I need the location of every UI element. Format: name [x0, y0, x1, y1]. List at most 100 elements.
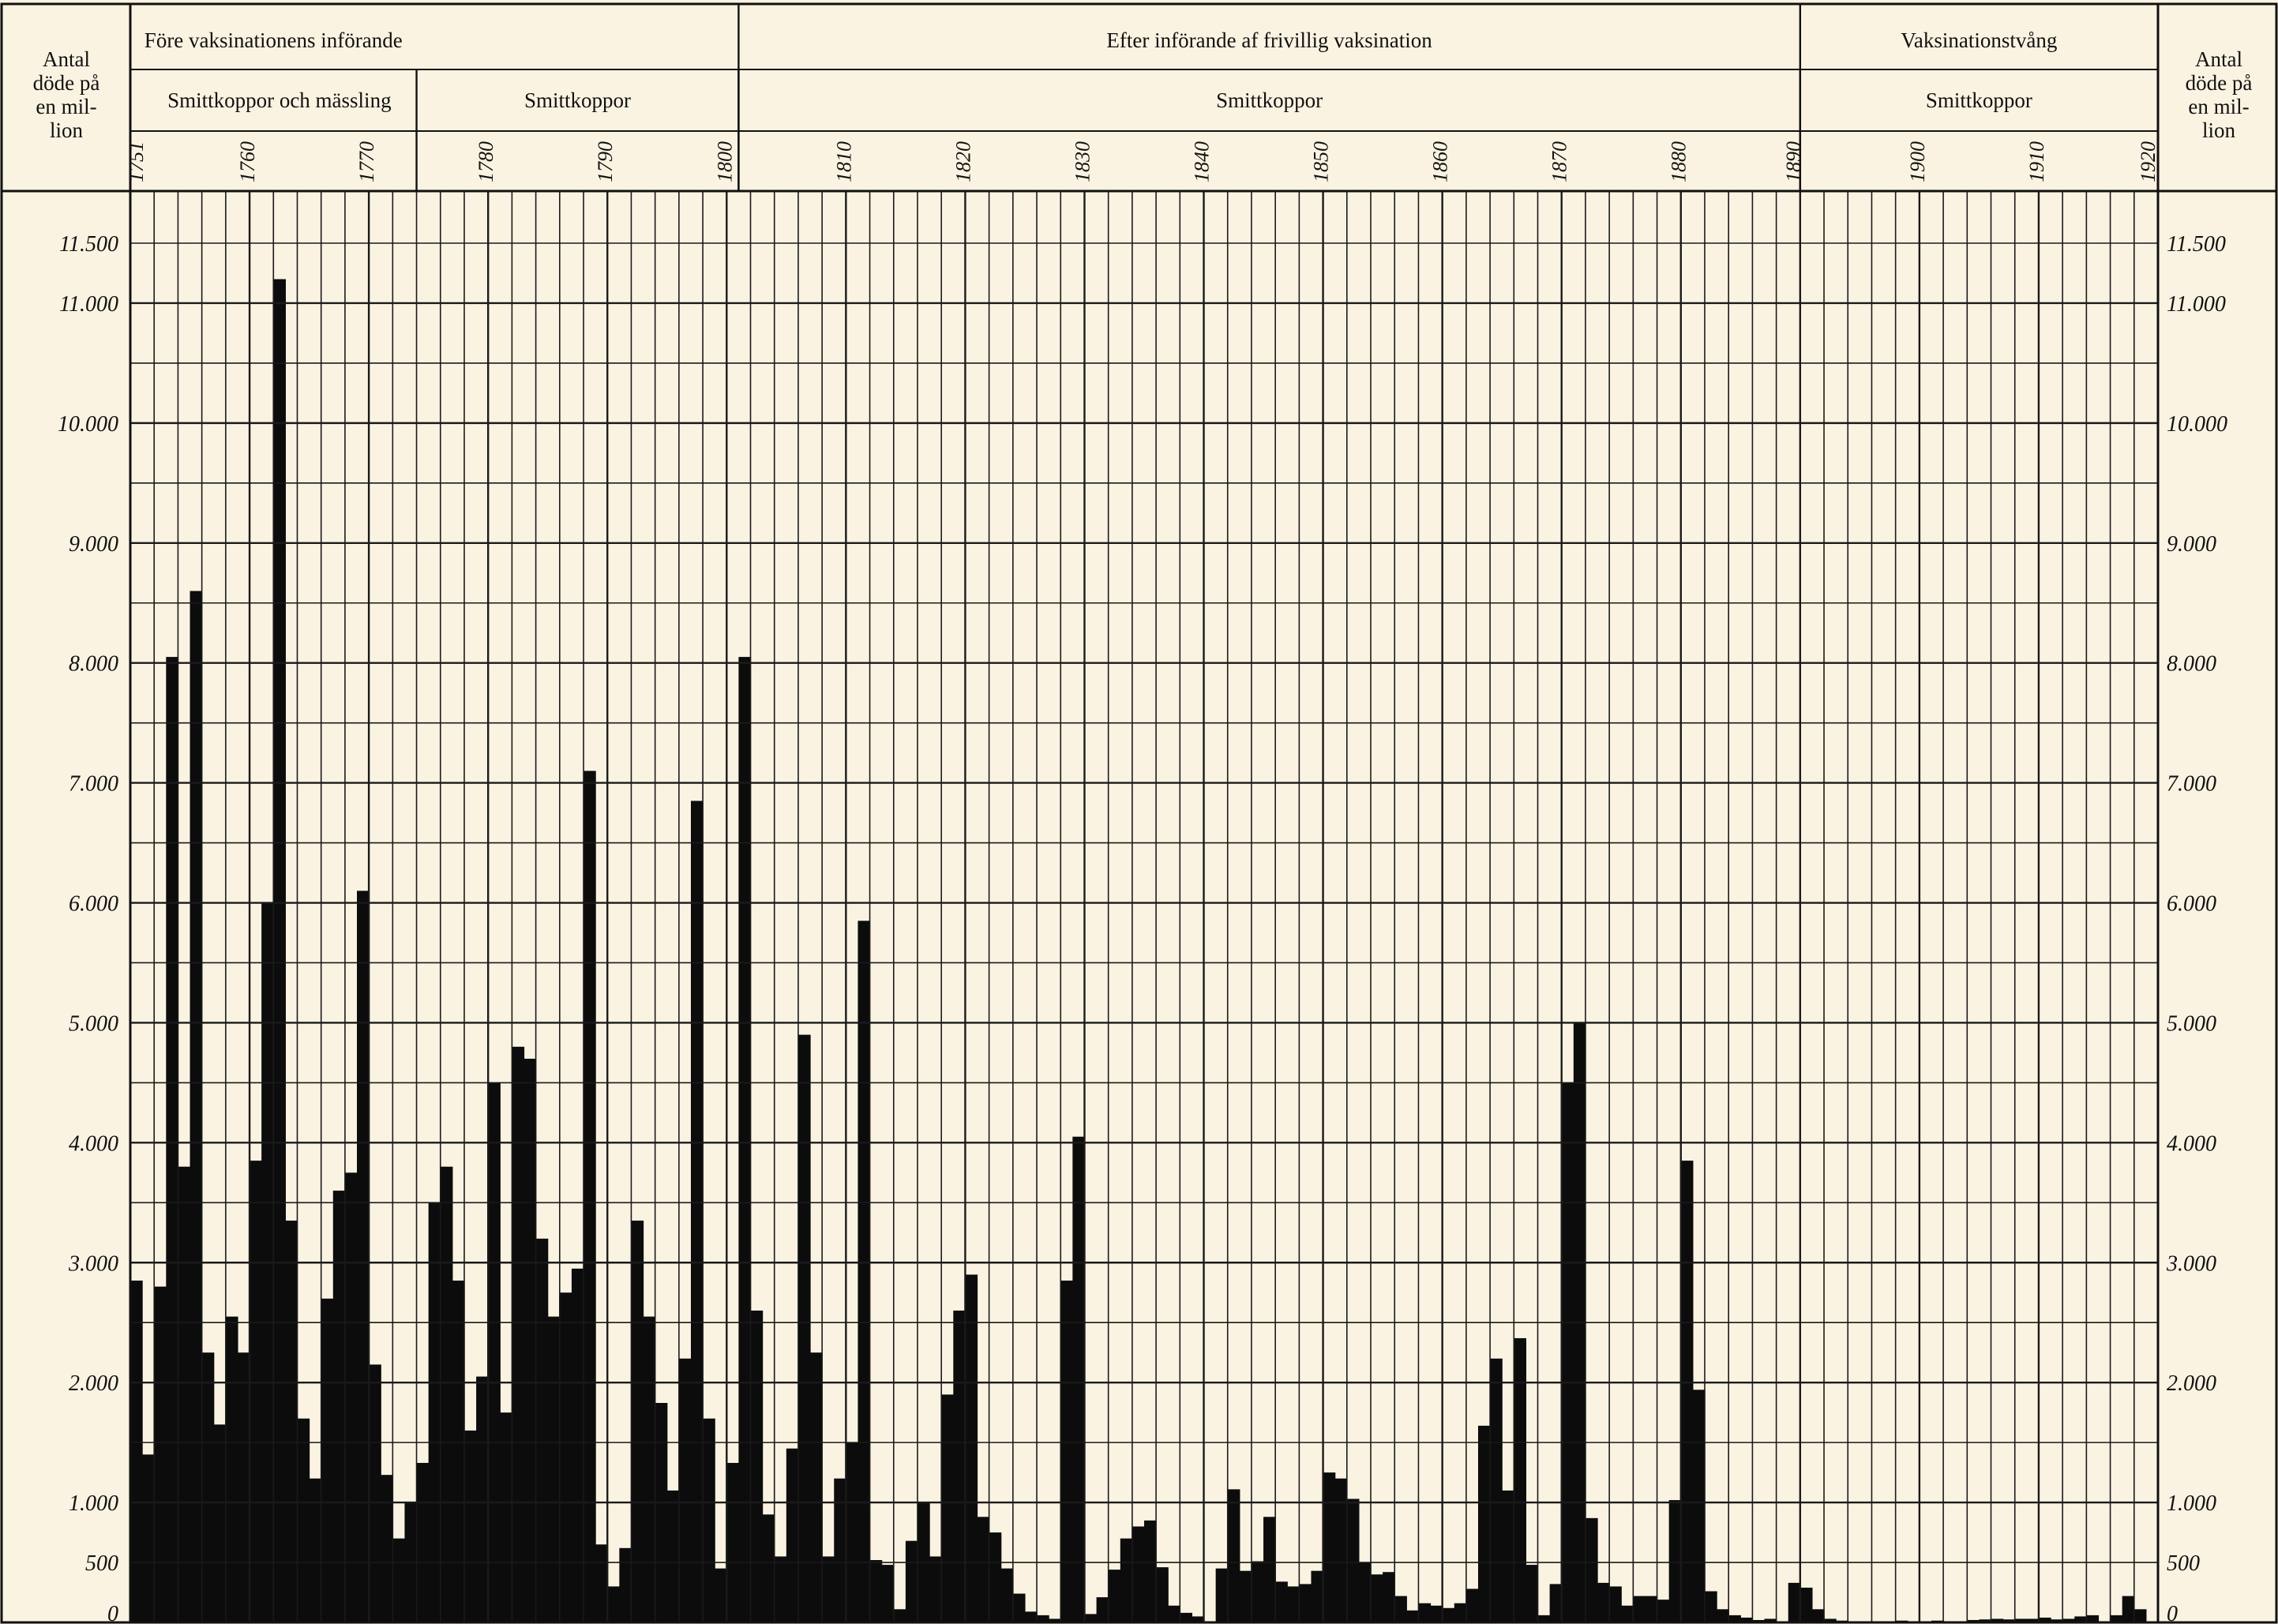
- bar-1833: [1120, 1538, 1133, 1622]
- disease-header: Smittkoppor: [1216, 88, 1323, 112]
- bar-1843: [1239, 1570, 1252, 1622]
- bar-1788: [584, 771, 596, 1623]
- bar-1904: [1967, 1619, 1980, 1622]
- bar-1845: [1263, 1517, 1276, 1622]
- y-tick-label-right: 10.000: [2167, 412, 2227, 437]
- bar-1764: [297, 1418, 310, 1622]
- bar-1847: [1287, 1586, 1300, 1622]
- bar-1850: [1323, 1472, 1336, 1622]
- y-tick-label-left: 7.000: [69, 772, 118, 797]
- bar-1875: [1621, 1605, 1634, 1622]
- bar-1868: [1537, 1615, 1551, 1622]
- bar-1787: [571, 1268, 584, 1622]
- x-tick-label: 1920: [2137, 141, 2160, 182]
- y-tick-label-right: 1.000: [2167, 1491, 2216, 1516]
- bar-1779: [476, 1376, 489, 1622]
- bar-1853: [1358, 1562, 1372, 1622]
- bar-1873: [1597, 1582, 1610, 1622]
- bar-1828: [1060, 1281, 1073, 1622]
- bar-1775: [428, 1202, 441, 1622]
- bar-1815: [905, 1540, 918, 1622]
- bar-1916: [2110, 1615, 2123, 1622]
- bar-1870: [1561, 1082, 1574, 1622]
- bar-1880: [1680, 1161, 1694, 1622]
- bar-1774: [416, 1462, 430, 1622]
- period-header: Vaksinationstvång: [1901, 28, 2057, 52]
- bar-1839: [1192, 1616, 1205, 1622]
- bar-1811: [858, 921, 871, 1622]
- bar-1829: [1072, 1136, 1086, 1622]
- bar-1821: [977, 1517, 990, 1622]
- bar-1750: [130, 1281, 143, 1622]
- x-tick-label: 1880: [1668, 141, 1691, 182]
- y-tick-label-right: 8.000: [2167, 652, 2216, 677]
- y-tick-label-left: 11.500: [59, 232, 118, 257]
- bar-1885: [1740, 1617, 1753, 1622]
- bar-1762: [273, 279, 286, 1622]
- bar-1874: [1609, 1586, 1622, 1622]
- bar-1918: [2134, 1609, 2147, 1622]
- x-tick-label: 1830: [1071, 141, 1094, 182]
- y-axis-title-left: Antal döde på en mil-lion: [33, 47, 100, 142]
- y-tick-label-right: 2.000: [2167, 1371, 2216, 1396]
- bar-1766: [321, 1298, 334, 1622]
- bar-1778: [463, 1430, 477, 1622]
- y-tick-label-left: 6.000: [69, 892, 118, 917]
- x-tick-label: 1820: [951, 141, 974, 182]
- x-tick-label: 1810: [832, 141, 855, 182]
- bar-1911: [2051, 1619, 2063, 1622]
- bar-1796: [678, 1358, 692, 1622]
- bar-1846: [1275, 1581, 1288, 1622]
- disease-header: Smittkoppor: [524, 88, 631, 112]
- bar-1886: [1752, 1619, 1766, 1622]
- bar-1835: [1144, 1520, 1157, 1622]
- bar-1795: [666, 1490, 680, 1622]
- y-tick-label-left: 9.000: [69, 532, 118, 557]
- bar-1848: [1299, 1584, 1312, 1622]
- bar-1852: [1346, 1498, 1360, 1622]
- x-tick-label: 1900: [1906, 141, 1929, 182]
- bar-1905: [1979, 1619, 1992, 1622]
- bar-1809: [834, 1478, 846, 1622]
- bar-1837: [1168, 1605, 1180, 1622]
- bar-1887: [1764, 1618, 1777, 1622]
- bar-1889: [1788, 1582, 1801, 1622]
- bar-1797: [690, 801, 704, 1622]
- bar-1781: [500, 1412, 512, 1622]
- bar-1792: [631, 1221, 644, 1622]
- bar-1865: [1502, 1490, 1514, 1622]
- bar-1858: [1418, 1603, 1432, 1622]
- bar-1876: [1633, 1596, 1646, 1622]
- bar-1824: [1012, 1593, 1026, 1622]
- disease-header: Smittkoppor: [1926, 88, 2032, 112]
- bar-1910: [2038, 1617, 2051, 1622]
- bar-1883: [1717, 1609, 1729, 1622]
- y-tick-label-right: 3.000: [2166, 1251, 2216, 1276]
- bar-1791: [619, 1547, 632, 1622]
- y-tick-label-right: 0: [2167, 1602, 2178, 1624]
- bar-1855: [1383, 1572, 1395, 1622]
- y-tick-label-left: 4.000: [69, 1131, 118, 1156]
- bar-1909: [2026, 1618, 2040, 1622]
- y-tick-label-right: 5.000: [2167, 1011, 2216, 1036]
- y-tick-label-right: 11.000: [2167, 292, 2226, 317]
- x-tick-label: 1790: [594, 141, 617, 182]
- bar-1917: [2122, 1596, 2135, 1622]
- x-tick-label: 1910: [2025, 141, 2048, 182]
- bars-layer: [130, 279, 2147, 1623]
- bar-1859: [1430, 1605, 1443, 1622]
- bar-1803: [762, 1514, 775, 1622]
- bar-1864: [1490, 1358, 1503, 1622]
- bar-1757: [213, 1424, 227, 1622]
- bar-1801: [738, 657, 752, 1622]
- bar-1772: [392, 1538, 406, 1622]
- bar-1890: [1800, 1587, 1813, 1622]
- bar-1783: [524, 1059, 537, 1622]
- y-tick-label-left: 11.000: [59, 292, 118, 317]
- bar-1782: [512, 1046, 525, 1622]
- y-axis-title-right: Antal döde på en mil-lion: [2186, 47, 2253, 142]
- y-tick-label-left: 500: [85, 1551, 118, 1576]
- period-header: Före vaksinationens införande: [144, 28, 403, 52]
- x-tick-label: 1751: [125, 141, 148, 182]
